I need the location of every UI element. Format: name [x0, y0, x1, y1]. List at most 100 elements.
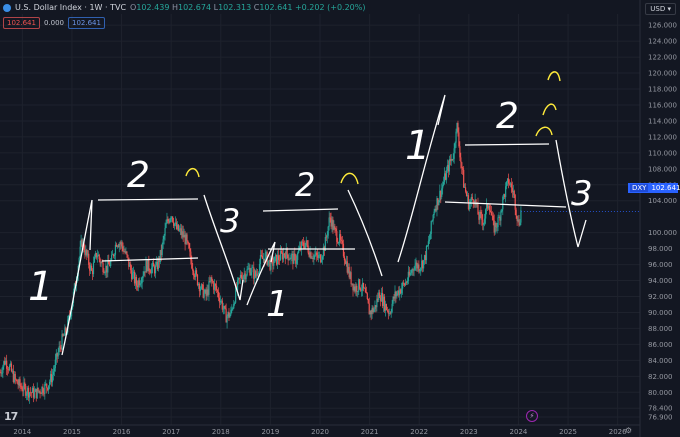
candle-body: [29, 392, 32, 394]
candle-body: [216, 290, 219, 292]
candle-body: [499, 217, 501, 221]
candle-body: [398, 290, 400, 296]
candle-body: [399, 289, 401, 296]
top-arc-2020: [340, 172, 359, 185]
candle-body: [88, 253, 90, 265]
candle-body: [189, 248, 191, 252]
candle-body: [230, 309, 232, 315]
candle-body: [337, 241, 339, 244]
candle-body: [27, 387, 29, 394]
candle-body: [319, 254, 321, 256]
candle-body: [45, 383, 47, 385]
candle-body: [412, 269, 414, 271]
candle-body: [43, 392, 45, 394]
candle-body: [429, 233, 431, 240]
candle-body: [273, 262, 275, 266]
candle-body: [3, 361, 5, 367]
candle-body: [68, 315, 70, 320]
candle-body: [479, 211, 481, 220]
candle-body: [360, 290, 363, 292]
candle-body: [416, 262, 418, 269]
candle-body: [454, 142, 456, 149]
symbol-legend[interactable]: U.S. Dollar Index · 1W · TVC O102.439 H1…: [3, 3, 365, 12]
wave-label: 1: [405, 123, 430, 169]
tradingview-logo[interactable]: 17: [4, 410, 18, 423]
candle-body: [389, 313, 391, 314]
x-tick-label: 2019: [261, 428, 279, 436]
last-price-value: 102.641: [651, 184, 680, 192]
top-arc-2024-b: [542, 103, 557, 116]
candle-body: [247, 268, 249, 270]
candle-body: [504, 194, 506, 198]
candle-body: [428, 239, 430, 242]
candle-body: [515, 209, 517, 216]
candle-body: [31, 387, 34, 393]
candle-body: [79, 246, 81, 258]
candle-body: [44, 383, 46, 394]
candle-body: [498, 217, 500, 218]
candle-body: [235, 286, 237, 303]
handwritten-wave-annotations: [61, 71, 587, 356]
candle-body: [2, 366, 4, 374]
time-axis[interactable]: 2014 2015 2016 2017 2018 2019 2020 2021 2022 2023…: [0, 424, 640, 436]
candle-body: [215, 285, 218, 291]
candle-body: [342, 243, 345, 257]
candle-body: [168, 220, 170, 223]
candle-body: [462, 168, 464, 170]
candle-body: [123, 251, 125, 252]
candle-body: [306, 240, 308, 246]
candle-body: [472, 199, 474, 203]
y-tick-label: 118.000: [648, 86, 677, 94]
candle-body: [110, 260, 112, 267]
candle-body: [375, 305, 377, 308]
candle-body: [481, 213, 483, 220]
candle-body: [0, 372, 1, 373]
candle-body: [166, 219, 168, 224]
candle-body: [496, 227, 498, 228]
candle-body: [132, 272, 134, 280]
candle-body: [343, 256, 346, 261]
price-axis[interactable]: 126.000 124.000 122.000 120.000 118.000 116.0…: [639, 0, 677, 437]
candle-body: [407, 271, 409, 281]
candle-body: [405, 282, 408, 284]
buy-button[interactable]: 102.641: [68, 17, 105, 29]
candle-body: [87, 253, 89, 256]
candle-body: [257, 273, 259, 275]
candle-body: [451, 158, 453, 160]
candle-body: [276, 254, 278, 265]
x-tick-label: 2015: [63, 428, 81, 436]
economic-event-icon[interactable]: ⚡: [526, 410, 538, 422]
candle-body: [449, 159, 451, 162]
candle-body: [443, 181, 445, 186]
candle-body: [471, 197, 473, 200]
sell-button[interactable]: 102.641: [3, 17, 40, 29]
candle-body: [172, 216, 174, 222]
y-tick-label: 88.000: [648, 325, 673, 333]
candle-body: [381, 292, 383, 302]
spread-value: 0.000: [43, 19, 64, 27]
candle-body: [125, 251, 127, 253]
candle-body: [148, 259, 150, 271]
candle-body: [254, 271, 256, 279]
candle-body: [497, 217, 499, 228]
symbol-flag-icon: [3, 3, 11, 12]
candle-body: [302, 242, 304, 247]
candle-body: [415, 262, 417, 266]
candle-body: [227, 312, 229, 317]
candle-body: [318, 255, 320, 258]
candle-body: [30, 392, 33, 394]
candle-body: [384, 304, 387, 311]
candle-body: [517, 219, 519, 221]
candle-body: [78, 257, 80, 266]
currency-selector[interactable]: USD ▾: [645, 3, 676, 15]
candle-body: [51, 374, 54, 383]
candle-body: [108, 260, 110, 265]
gear-icon[interactable]: ⚙: [624, 426, 632, 435]
candle-body: [174, 222, 177, 224]
candle-body: [380, 297, 382, 302]
candle-body: [321, 256, 324, 260]
candle-body: [190, 251, 192, 261]
candle-body: [225, 308, 227, 323]
x-tick-label: 2024: [510, 428, 528, 436]
